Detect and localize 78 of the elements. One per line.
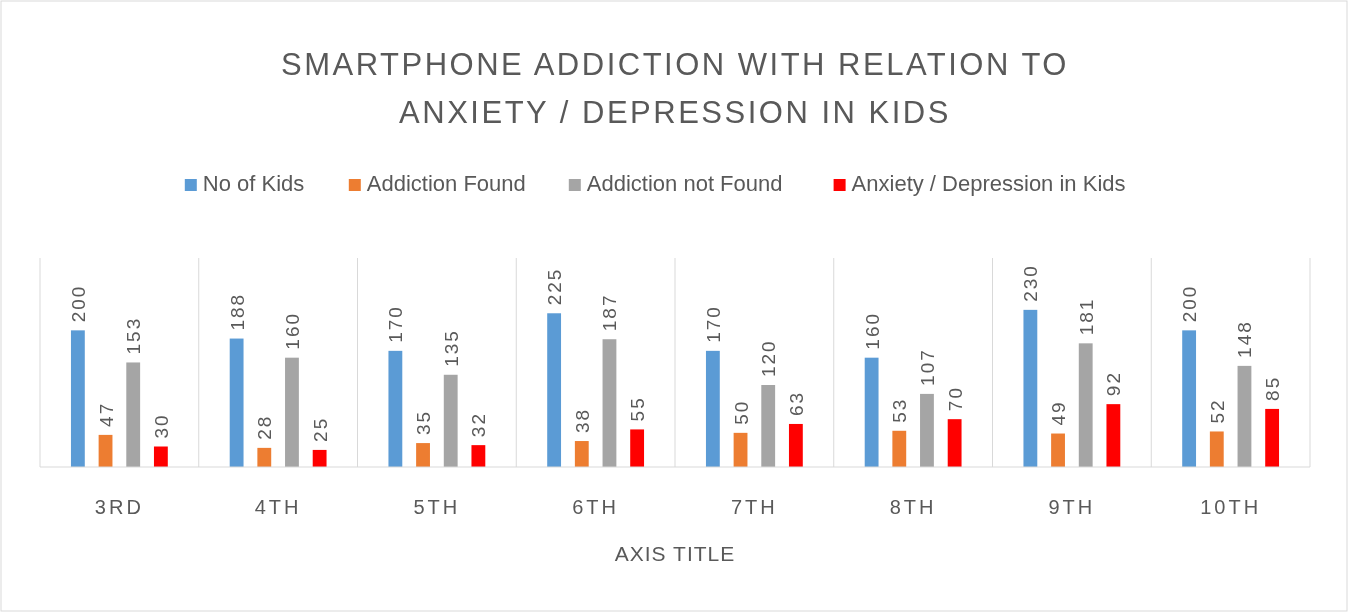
bar — [892, 430, 907, 467]
bar — [1106, 404, 1121, 467]
bar — [1265, 408, 1280, 467]
bar — [864, 357, 879, 467]
data-label: 28 — [254, 414, 276, 440]
data-label: 170 — [385, 305, 407, 343]
data-label: 181 — [1075, 297, 1097, 336]
bar — [416, 443, 430, 467]
legend-label: Addiction not Found — [586, 171, 783, 196]
bar — [733, 432, 748, 467]
x-axis-title: AXIS TITLE — [614, 542, 736, 565]
data-label: 225 — [544, 267, 566, 306]
data-label: 107 — [916, 348, 938, 386]
legend-label: Addiction Found — [366, 171, 526, 196]
bar — [920, 393, 934, 467]
bar — [1051, 433, 1065, 467]
data-label: 85 — [1262, 375, 1284, 401]
data-label: 50 — [730, 399, 752, 425]
data-label: 160 — [281, 311, 303, 350]
data-label: 153 — [123, 316, 145, 355]
bar — [443, 374, 458, 467]
bar — [630, 429, 645, 467]
bar — [788, 423, 803, 467]
data-label: 35 — [413, 409, 435, 436]
bar — [1209, 431, 1224, 467]
bar — [602, 339, 617, 467]
data-label: 47 — [95, 401, 117, 427]
x-tick-label: 6TH — [572, 496, 620, 518]
data-label: 160 — [861, 311, 883, 350]
data-label: 49 — [1048, 400, 1070, 426]
chart-title: SMARTPHONE ADDICTION WITH RELATION TO ANXIETY / DEPRESSION IN KIDS — [281, 47, 1069, 130]
bar — [705, 350, 720, 467]
data-label: 120 — [758, 339, 780, 378]
x-tick-label: 5TH — [413, 496, 461, 518]
bar — [312, 449, 327, 467]
bar — [285, 357, 299, 467]
legend-label: Anxiety / Depression in Kids — [851, 171, 1126, 196]
bar — [1078, 343, 1093, 467]
bar — [70, 330, 85, 467]
legend-label: No of Kids — [202, 171, 305, 196]
bar — [1023, 309, 1038, 467]
bar — [388, 350, 403, 467]
data-label: 38 — [571, 407, 593, 434]
bar — [574, 441, 589, 467]
x-tick-label: 9TH — [1048, 496, 1096, 518]
x-tick-label: 7TH — [730, 496, 778, 518]
bar — [229, 338, 244, 467]
data-label: 32 — [468, 412, 490, 438]
data-label: 70 — [944, 386, 966, 412]
bar — [257, 447, 272, 467]
data-label: 148 — [1234, 320, 1256, 358]
bar — [153, 446, 168, 467]
data-label: 230 — [1020, 264, 1042, 302]
data-label: 170 — [702, 305, 724, 343]
data-label: 135 — [440, 329, 462, 367]
data-label: 55 — [627, 396, 649, 422]
x-tick-label: 10TH — [1200, 496, 1262, 518]
data-label: 63 — [785, 390, 807, 416]
data-label: 30 — [150, 413, 172, 439]
bar — [761, 385, 776, 467]
x-tick-label: 4TH — [254, 496, 302, 518]
bar — [547, 313, 562, 467]
bar — [1237, 365, 1252, 467]
bar — [126, 362, 141, 467]
data-label: 92 — [1103, 371, 1125, 397]
data-label: 187 — [599, 293, 621, 332]
bar — [1182, 330, 1197, 467]
data-label: 52 — [1206, 398, 1228, 424]
bar — [947, 419, 962, 467]
bar — [471, 445, 486, 467]
x-tick-label: 3RD — [94, 496, 144, 518]
data-label: 200 — [1179, 284, 1201, 323]
data-label: 53 — [889, 397, 911, 423]
data-label: 25 — [309, 416, 331, 442]
data-label: 200 — [67, 284, 89, 323]
data-label: 188 — [226, 292, 248, 331]
bar — [98, 434, 113, 467]
x-tick-label: 8TH — [889, 496, 937, 518]
